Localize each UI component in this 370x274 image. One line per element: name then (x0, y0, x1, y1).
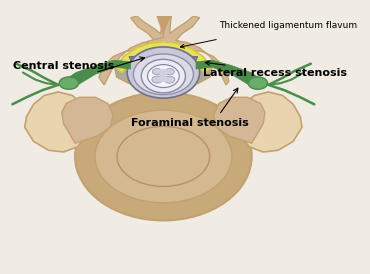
Ellipse shape (164, 76, 175, 83)
Polygon shape (160, 69, 167, 82)
Polygon shape (124, 48, 203, 73)
Polygon shape (129, 54, 198, 64)
Polygon shape (196, 60, 265, 89)
Text: Central stenosis: Central stenosis (13, 61, 114, 71)
Ellipse shape (165, 68, 174, 75)
Ellipse shape (95, 110, 232, 203)
Polygon shape (99, 16, 180, 85)
Polygon shape (214, 97, 265, 143)
Ellipse shape (141, 59, 185, 93)
Polygon shape (117, 42, 210, 73)
Polygon shape (62, 97, 113, 143)
Text: Lateral recess stenosis: Lateral recess stenosis (203, 68, 347, 78)
Ellipse shape (152, 76, 162, 83)
Polygon shape (157, 16, 171, 34)
Ellipse shape (127, 47, 199, 98)
Ellipse shape (148, 65, 179, 88)
Polygon shape (115, 42, 212, 88)
Text: Foraminal stenosis: Foraminal stenosis (131, 118, 249, 129)
Ellipse shape (152, 68, 162, 75)
Polygon shape (147, 16, 229, 85)
Text: Thickened ligamentum flavum: Thickened ligamentum flavum (219, 21, 357, 30)
Polygon shape (62, 60, 131, 89)
Ellipse shape (59, 77, 78, 89)
Ellipse shape (75, 92, 252, 221)
Ellipse shape (133, 54, 194, 95)
Ellipse shape (248, 77, 268, 89)
Polygon shape (25, 92, 88, 152)
Polygon shape (238, 92, 302, 152)
Ellipse shape (117, 126, 210, 186)
